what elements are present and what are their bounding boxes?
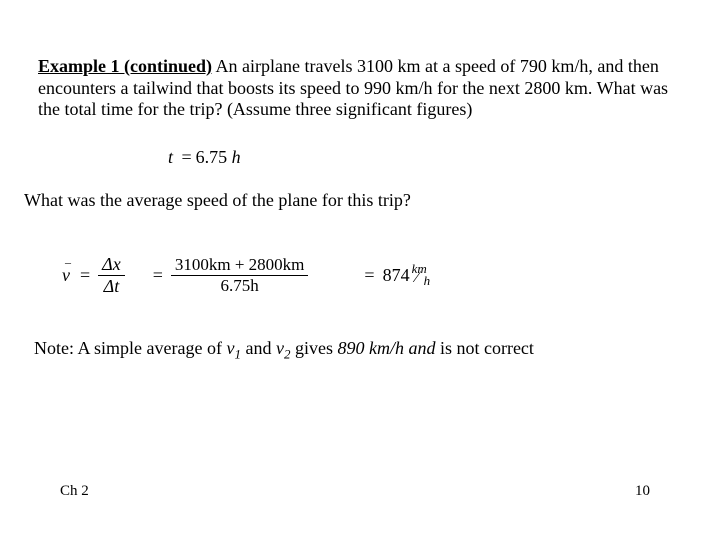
total-time: 6.75h (217, 276, 263, 296)
average-speed-equation: – v = Δx Δt = 3100km + 2800km 6.75h = 87… (62, 245, 430, 305)
t-unit: h (232, 147, 241, 167)
result-value: 874 (383, 265, 410, 286)
t-var: t (168, 147, 173, 167)
numeric-fraction: 3100km + 2800km 6.75h (171, 255, 309, 295)
equals-sign: = (178, 147, 196, 167)
followup-question: What was the average speed of the plane … (24, 190, 684, 211)
result-unit: km ∕h (412, 263, 431, 286)
note-tail: is not correct (435, 338, 533, 358)
time-equation: t =6.75 h (168, 147, 241, 168)
example-title: Example 1 (continued) (38, 56, 212, 76)
distance-sum: 3100km + 2800km (171, 255, 309, 275)
v-bar-symbol: – v (62, 265, 70, 286)
equals-3: = (308, 265, 382, 286)
footer-page-number: 10 (635, 483, 650, 500)
note-and: and (241, 338, 276, 358)
overbar: – (62, 259, 74, 265)
equals-2: = (125, 265, 171, 286)
note-prefix: Note: A simple average of (34, 338, 226, 358)
example-problem: Example 1 (continued) An airplane travel… (38, 56, 678, 121)
delta-t: Δt (100, 276, 124, 297)
equals-1: = (72, 265, 98, 286)
note-v2-v: v (276, 338, 284, 358)
note-gives: gives (290, 338, 337, 358)
note-value: 890 km/h and (337, 338, 435, 358)
t-value: 6.75 (196, 147, 232, 167)
unit-h: ∕h (412, 275, 431, 287)
note-text: Note: A simple average of v1 and v2 give… (34, 338, 674, 363)
delta-fraction: Δx Δt (98, 254, 125, 296)
delta-x: Δx (98, 254, 125, 275)
footer-chapter: Ch 2 (60, 483, 89, 500)
